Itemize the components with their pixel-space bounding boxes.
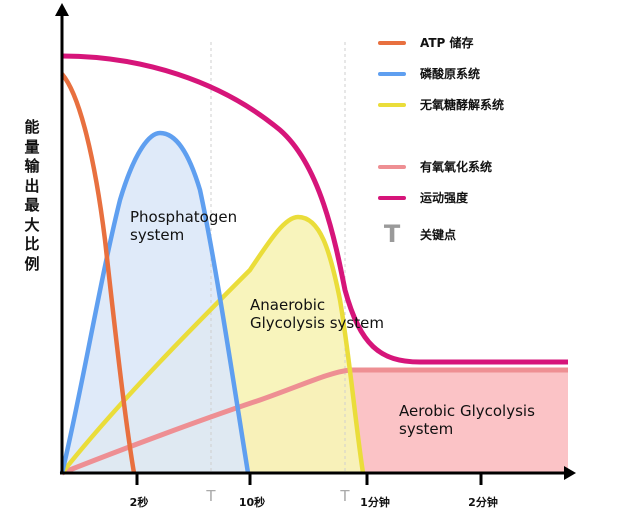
label-line: Phosphatogen <box>130 208 238 226</box>
phosphagen-line <box>59 130 251 474</box>
label-line: Aerobic Glycolysis <box>399 402 535 420</box>
x-tick-label: 10秒 <box>238 496 266 509</box>
legend-label: 关键点 <box>420 227 457 242</box>
label-line: system <box>399 420 454 438</box>
key-point-marker: T <box>206 487 216 505</box>
legend-swatch <box>378 195 406 200</box>
x-axis-arrow <box>564 466 576 480</box>
legend-item-key-point: T 关键点 <box>378 222 456 246</box>
label-line: Glycolysis system <box>250 314 384 332</box>
legend-swatch <box>378 102 406 107</box>
legend-item-atp: ATP 储存 <box>378 34 474 51</box>
aerobic-area-label: Aerobic Glycolysis system <box>399 402 535 438</box>
legend-item-intensity: 运动强度 <box>378 189 468 206</box>
legend-label: 有氧氧化系统 <box>420 160 493 174</box>
legend-swatch <box>378 164 406 169</box>
legend-item-phosphagen: 磷酸原系统 <box>378 65 480 82</box>
legend-swatch <box>378 71 406 76</box>
anaerobic-line <box>60 214 366 475</box>
legend-label: 磷酸原系统 <box>420 67 481 81</box>
x-tick-label: 2分钟 <box>468 496 498 509</box>
aerobic-line <box>61 367 568 476</box>
anaerobic-area-label: Anaerobic Glycolysis system <box>250 296 384 332</box>
x-tick-label: 1分钟 <box>360 496 390 509</box>
label-line: Anaerobic <box>250 296 326 314</box>
intensity-line <box>61 53 568 365</box>
phosphagen-area <box>62 133 248 473</box>
legend-label: 运动强度 <box>420 191 469 205</box>
legend-label: 无氧糖酵解系统 <box>420 98 505 112</box>
x-tick-label: 2秒 <box>129 496 149 509</box>
atp-line <box>60 72 137 474</box>
phosphagen-area-label: Phosphatogen system <box>130 208 237 244</box>
y-axis-label: 能量输出最大比例 <box>24 118 40 273</box>
y-axis-arrow <box>55 3 69 16</box>
legend-item-anaerobic: 无氧糖酵解系统 <box>378 96 504 113</box>
t-marker-icon: T <box>383 220 401 248</box>
legend-label: ATP 储存 <box>420 36 474 50</box>
label-line: system <box>130 226 185 244</box>
key-point-marker: T <box>340 487 350 505</box>
legend-swatch <box>378 40 406 45</box>
legend-item-aerobic: 有氧氧化系统 <box>378 158 492 175</box>
